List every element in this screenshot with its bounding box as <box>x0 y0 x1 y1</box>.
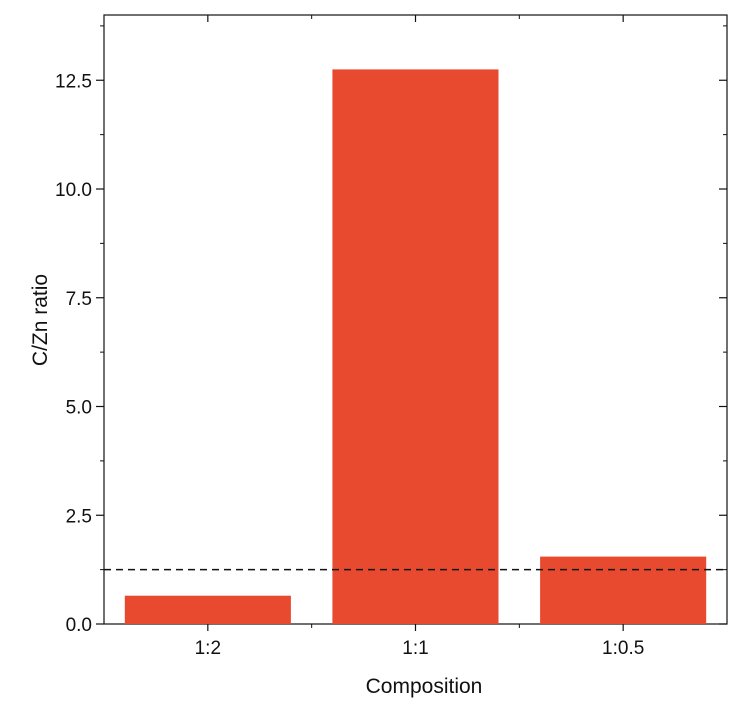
y-tick-label: 10.0 <box>55 180 92 201</box>
x-axis-ticks: 1:2 1:1 1:0.5 <box>195 15 644 659</box>
y-axis-ticks: 0.0 2.5 5.0 7.5 10.0 12.5 <box>55 25 727 636</box>
y-tick-label: 0.0 <box>66 615 92 636</box>
x-axis-title: Composition <box>366 675 483 698</box>
y-tick-label: 7.5 <box>66 289 92 310</box>
y-tick-label: 5.0 <box>66 398 92 419</box>
x-tick-label: 1:2 <box>195 638 221 659</box>
bar-1-1 <box>332 69 499 624</box>
y-tick-label: 2.5 <box>66 506 92 527</box>
bars-group <box>124 69 707 624</box>
x-tick-label: 1:1 <box>402 638 428 659</box>
y-tick-label: 12.5 <box>55 71 92 92</box>
x-tick-label: 1:0.5 <box>602 638 644 659</box>
y-axis-title: C/Zn ratio <box>29 274 52 366</box>
bar-1-0-5 <box>540 556 707 624</box>
bar-1-2 <box>124 595 291 624</box>
